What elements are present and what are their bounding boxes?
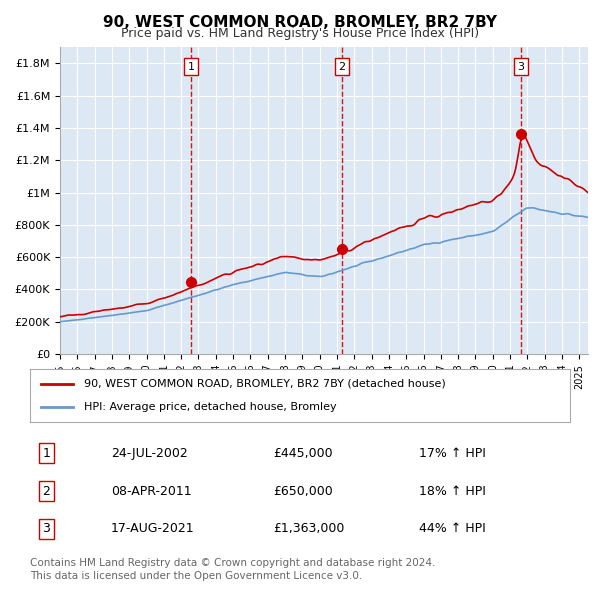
Text: 44% ↑ HPI: 44% ↑ HPI xyxy=(419,523,485,536)
Text: 3: 3 xyxy=(42,523,50,536)
Text: HPI: Average price, detached house, Bromley: HPI: Average price, detached house, Brom… xyxy=(84,402,337,412)
Text: 18% ↑ HPI: 18% ↑ HPI xyxy=(419,484,485,497)
Text: 1: 1 xyxy=(42,447,50,460)
Text: £650,000: £650,000 xyxy=(273,484,333,497)
Text: 2: 2 xyxy=(42,484,50,497)
Text: 17-AUG-2021: 17-AUG-2021 xyxy=(111,523,194,536)
Text: £445,000: £445,000 xyxy=(273,447,332,460)
Text: Contains HM Land Registry data © Crown copyright and database right 2024.
This d: Contains HM Land Registry data © Crown c… xyxy=(30,558,436,581)
Text: 17% ↑ HPI: 17% ↑ HPI xyxy=(419,447,485,460)
Text: 08-APR-2011: 08-APR-2011 xyxy=(111,484,191,497)
Text: £1,363,000: £1,363,000 xyxy=(273,523,344,536)
Text: 90, WEST COMMON ROAD, BROMLEY, BR2 7BY (detached house): 90, WEST COMMON ROAD, BROMLEY, BR2 7BY (… xyxy=(84,379,446,389)
Text: Price paid vs. HM Land Registry's House Price Index (HPI): Price paid vs. HM Land Registry's House … xyxy=(121,27,479,40)
Text: 24-JUL-2002: 24-JUL-2002 xyxy=(111,447,188,460)
Text: 1: 1 xyxy=(187,61,194,71)
Text: 2: 2 xyxy=(338,61,345,71)
Text: 90, WEST COMMON ROAD, BROMLEY, BR2 7BY: 90, WEST COMMON ROAD, BROMLEY, BR2 7BY xyxy=(103,15,497,30)
Text: 3: 3 xyxy=(518,61,524,71)
